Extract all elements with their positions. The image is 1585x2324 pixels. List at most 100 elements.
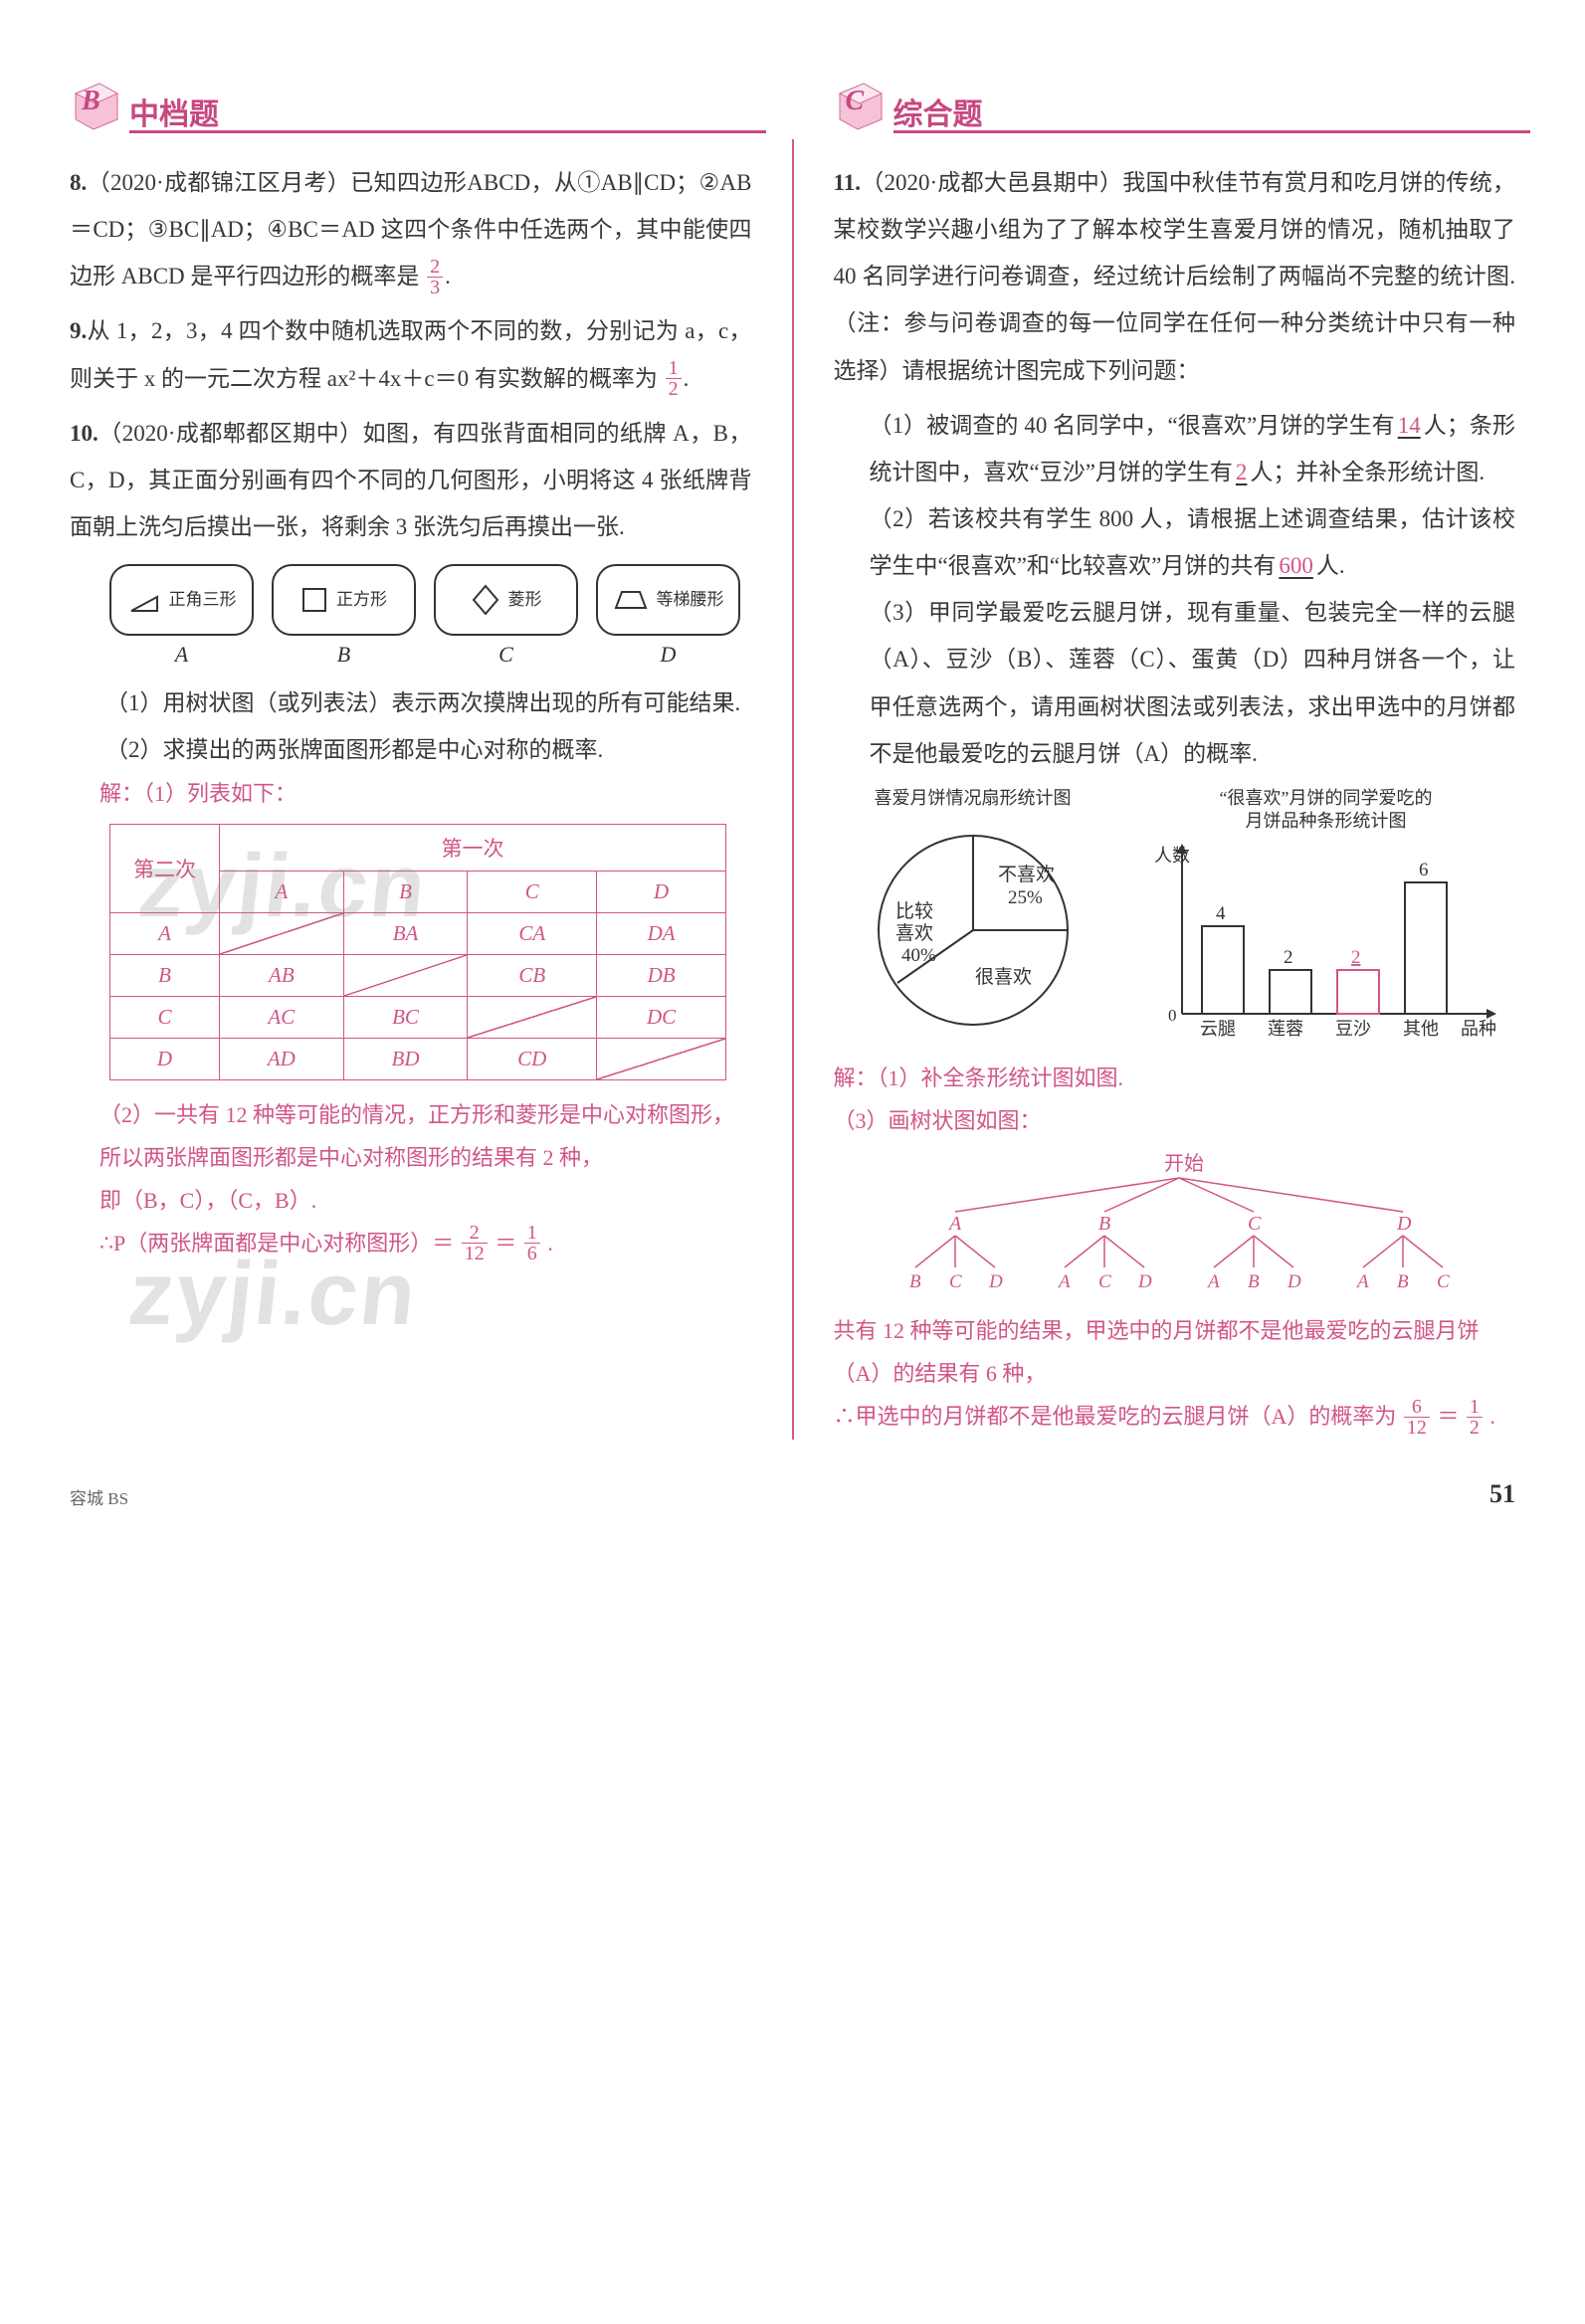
q11-p1: （1）被调查的 40 名同学中，“很喜欢”月饼的学生有14人；条形统计图中，喜欢… <box>834 402 1516 495</box>
card-letter-a: A <box>109 642 254 668</box>
q10-sol2c: ∴P（两张牌面都是中心对称图形）＝ 212 ＝ 16 . <box>99 1223 752 1265</box>
card-d-label: 等梯腰形 <box>657 591 724 610</box>
section-c-letter: C <box>846 86 865 117</box>
table-colhdr: 第一次 <box>220 825 726 872</box>
svg-text:喜欢: 喜欢 <box>895 922 933 944</box>
triangle-icon <box>127 585 161 615</box>
section-c-header: C 综合题 <box>834 80 1516 139</box>
frac-1-2: 12 <box>1465 1397 1485 1438</box>
frac-6-12: 612 <box>1402 1397 1432 1438</box>
svg-text:0: 0 <box>1168 1006 1177 1025</box>
svg-text:不喜欢: 不喜欢 <box>998 864 1055 885</box>
svg-text:云腿: 云腿 <box>1200 1019 1236 1039</box>
q11-meta: （2020·成都大邑县期中） <box>861 170 1122 195</box>
charts-row: 喜爱月饼情况扇形统计图 不喜欢 25% 比较 喜欢 40% 很喜欢 “很喜欢”月… <box>824 787 1516 1054</box>
q10-part1: （1）用树状图（或列表法）表示两次摸牌出现的所有可能结果. <box>70 679 752 726</box>
col-C: C <box>468 872 597 913</box>
svg-text:开始: 开始 <box>1164 1152 1204 1175</box>
question-11: 11.（2020·成都大邑县期中）我国中秋佳节有赏月和吃月饼的传统，某校数学兴趣… <box>834 159 1516 394</box>
svg-text:B: B <box>1098 1213 1110 1235</box>
card-b-label: 正方形 <box>336 591 387 610</box>
bar-chart: 人数 0 4 2 2 6 云腿 莲蓉 豆沙 其他 品种 <box>1142 840 1510 1049</box>
q9-num: 9. <box>70 318 87 343</box>
card-letters-row: A B C D <box>109 642 752 668</box>
q9-period: . <box>684 366 690 391</box>
svg-text:B: B <box>1248 1271 1260 1292</box>
card-letter-d: D <box>596 642 740 668</box>
tree-svg: 开始 A B C D BCD ACD ABD <box>846 1150 1502 1299</box>
q9-answer-fraction: 12 <box>664 358 684 399</box>
svg-text:莲蓉: 莲蓉 <box>1268 1019 1303 1039</box>
q10-num: 10. <box>70 421 99 446</box>
svg-text:豆沙: 豆沙 <box>1335 1019 1371 1039</box>
svg-text:D: D <box>1137 1271 1152 1292</box>
pie-title: 喜爱月饼情况扇形统计图 <box>824 787 1122 810</box>
bar-chart-block: “很喜欢”月饼的同学爱吃的 月饼品种条形统计图 人数 0 4 2 2 <box>1142 787 1510 1054</box>
footer-left: 容城 BS <box>70 1484 128 1509</box>
col-B: B <box>343 872 468 913</box>
q10-meta: （2020·成都郫都区期中） <box>99 421 363 446</box>
card-a: 正角三形 <box>109 564 254 636</box>
q10-table: 第二次 第一次 A B C D ABACADA BABCBDB CACBCDC … <box>109 824 726 1080</box>
svg-text:4: 4 <box>1216 903 1226 924</box>
svg-text:40%: 40% <box>901 945 936 966</box>
q10-sol2a: （2）一共有 12 种等可能的情况，正方形和菱形是中心对称图形，所以两张牌面图形… <box>99 1094 752 1180</box>
card-d: 等梯腰形 <box>596 564 740 636</box>
section-b-underline <box>129 130 766 133</box>
svg-text:D: D <box>988 1271 1003 1292</box>
svg-text:6: 6 <box>1419 860 1429 880</box>
q11-sol-head: 解：（1）补全条形统计图如图. <box>834 1058 1516 1100</box>
q11-p2-ans: 600 <box>1276 553 1316 578</box>
question-8: 8.（2020·成都锦江区月考）已知四边形ABCD，从①AB∥CD；②AB＝CD… <box>70 159 752 299</box>
svg-text:25%: 25% <box>1008 887 1043 908</box>
q11-p3: （3）甲同学最爱吃云腿月饼，现有重量、包装完全一样的云腿（A）、豆沙（B）、莲蓉… <box>834 589 1516 777</box>
svg-text:A: A <box>1206 1271 1220 1292</box>
page-number: 51 <box>1489 1479 1515 1509</box>
svg-text:A: A <box>947 1213 962 1235</box>
bar-ylabel: 人数 <box>1154 846 1190 866</box>
card-a-label: 正角三形 <box>169 591 237 610</box>
svg-text:比较: 比较 <box>895 900 933 922</box>
question-9: 9.从 1，2，3，4 四个数中随机选取两个不同的数，分别记为 a，c，则关于 … <box>70 307 752 401</box>
rhombus-icon <box>471 583 500 617</box>
svg-text:2: 2 <box>1284 947 1293 968</box>
trapezoid-icon <box>613 588 649 612</box>
table-row: BABCBDB <box>110 955 726 997</box>
section-c-underline <box>893 130 1530 133</box>
col-A: A <box>220 872 344 913</box>
svg-text:其他: 其他 <box>1403 1019 1439 1039</box>
tree-diagram: 开始 A B C D BCD ACD ABD <box>834 1150 1516 1304</box>
svg-text:很喜欢: 很喜欢 <box>975 966 1032 988</box>
q11-sol-line1: 共有 12 种等可能的结果，甲选中的月饼都不是他最爱吃的云腿月饼（A）的结果有 … <box>834 1310 1516 1396</box>
page-footer: 容城 BS 51 <box>70 1479 1515 1509</box>
card-b: 正方形 <box>272 564 416 636</box>
col-D: D <box>597 872 726 913</box>
q11-num: 11. <box>834 170 861 195</box>
q8-period: . <box>445 264 451 289</box>
q10-part2: （2）求摸出的两张牌面图形都是中心对称的概率. <box>70 726 752 773</box>
q8-num: 8. <box>70 170 87 195</box>
question-10: 10.（2020·成都郫都区期中）如图，有四张背面相同的纸牌 A，B，C，D，其… <box>70 410 752 550</box>
q10-sol2b: 即（B，C），（C，B）. <box>99 1180 752 1223</box>
q9-text: 从 1，2，3，4 四个数中随机选取两个不同的数，分别记为 a，c，则关于 x … <box>70 318 752 390</box>
column-divider <box>792 139 794 1440</box>
cards-row: 正角三形 正方形 菱形 等梯腰形 <box>109 564 752 636</box>
svg-text:D: D <box>1396 1213 1412 1235</box>
q11-sol-tree-head: （3）画树状图如图： <box>834 1100 1516 1143</box>
section-b-title: 中档题 <box>129 90 219 133</box>
section-b-letter: B <box>82 86 100 117</box>
right-column: C 综合题 11.（2020·成都大邑县期中）我国中秋佳节有赏月和吃月饼的传统，… <box>834 80 1516 1440</box>
card-letter-c: C <box>434 642 578 668</box>
q10-sol-head: 解：（1）列表如下： <box>99 773 752 816</box>
svg-text:C: C <box>949 1271 962 1292</box>
card-c: 菱形 <box>434 564 578 636</box>
pie-chart: 不喜欢 25% 比较 喜欢 40% 很喜欢 <box>824 816 1122 1035</box>
svg-text:B: B <box>1397 1271 1409 1292</box>
svg-text:C: C <box>1248 1213 1262 1235</box>
svg-text:C: C <box>1098 1271 1111 1292</box>
table-row: CACBCDC <box>110 997 726 1039</box>
svg-text:A: A <box>1057 1271 1071 1292</box>
q11-p2: （2）若该校共有学生 800 人，请根据上述调查结果，估计该校学生中“很喜欢”和… <box>834 495 1516 589</box>
table-row: ABACADA <box>110 913 726 955</box>
q11-intro: 我国中秋佳节有赏月和吃月饼的传统，某校数学兴趣小组为了了解本校学生喜爱月饼的情况… <box>834 170 1516 383</box>
